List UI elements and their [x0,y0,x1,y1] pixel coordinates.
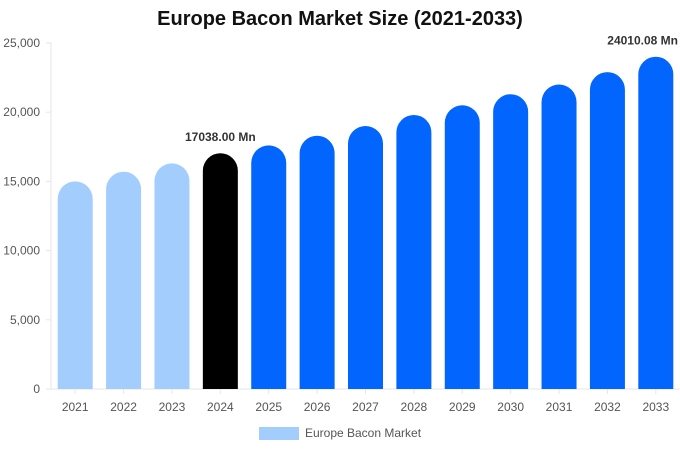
bar-2030[interactable] [493,94,529,390]
bar-2023[interactable] [154,163,190,389]
y-tick-label: 15,000 [3,174,40,188]
x-tick-label-2025: 2025 [255,400,282,414]
x-tick-label-2022: 2022 [110,400,137,414]
bar-2022[interactable] [106,171,142,389]
bar-2032[interactable] [589,72,625,389]
x-tick-label-2024: 2024 [207,400,234,414]
data-labels: 17038.00 Mn 24010.08 Mn [185,34,678,144]
y-axis: 0 5,000 10,000 15,000 20,000 25,000 [3,36,52,396]
data-label-2024: 17038.00 Mn [185,130,256,144]
legend: Europe Bacon Market [0,426,680,440]
y-tick-label: 20,000 [3,105,40,119]
bars [57,56,674,390]
x-tick-label-2031: 2031 [546,400,573,414]
bar-2025[interactable] [251,145,287,389]
bar-2021[interactable] [57,181,93,389]
y-tick-label: 25,000 [3,36,40,50]
bar-2026[interactable] [299,135,335,389]
legend-swatch[interactable] [258,426,299,440]
bar-2027[interactable] [348,126,383,389]
bar-2024[interactable] [202,153,238,389]
bar-2033[interactable] [638,56,674,389]
x-tick-label-2026: 2026 [304,400,331,414]
chart-title: Europe Bacon Market Size (2021-2033) [157,8,523,30]
y-tick-label: 0 [33,382,40,396]
x-tick-label-2033: 2033 [642,400,669,414]
bar-2031[interactable] [541,84,577,390]
x-tick-label-2023: 2023 [159,400,186,414]
y-tick-label: 10,000 [3,244,40,258]
y-tick-label: 5,000 [10,313,40,327]
x-tick-label-2027: 2027 [352,400,379,414]
x-axis: 2021 2022 2023 2024 2025 2026 2027 2028 2029 2030… [51,388,680,414]
data-label-2033: 24010.08 Mn [607,34,678,48]
x-tick-label-2021: 2021 [62,400,89,414]
x-tick-label-2030: 2030 [497,400,524,414]
bar-2029[interactable] [444,105,480,389]
x-tick-label-2032: 2032 [594,400,621,414]
x-tick-label-2028: 2028 [401,400,428,414]
x-tick-label-2029: 2029 [449,400,476,414]
legend-label[interactable]: Europe Bacon Market [304,426,422,440]
bar-2028[interactable] [396,114,432,389]
